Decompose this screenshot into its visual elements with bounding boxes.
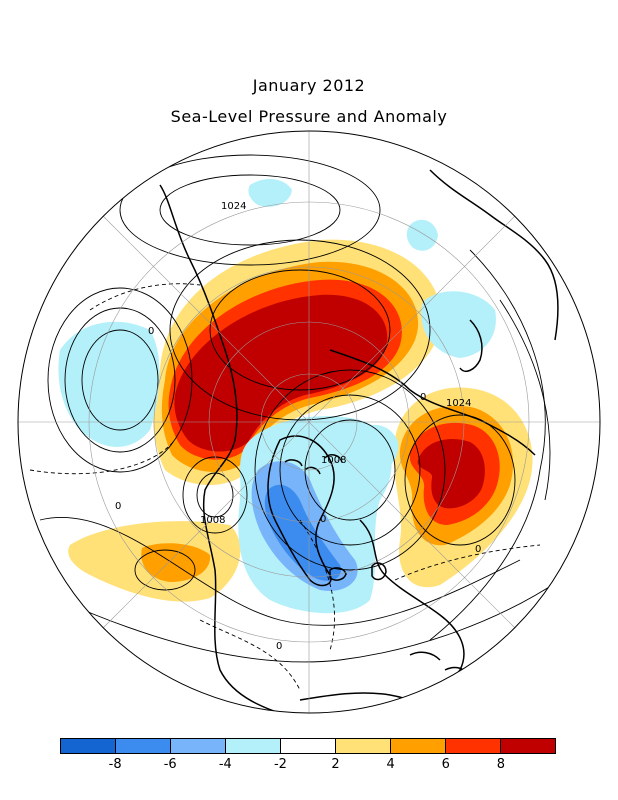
colorbar-segment — [116, 739, 171, 753]
coastline-eurasia-north — [329, 349, 536, 456]
latitude-circle — [260, 373, 358, 471]
isobar-contour — [254, 369, 446, 571]
colorbar-tick-label: 2 — [331, 757, 340, 772]
anomaly-shading — [58, 178, 533, 614]
coastline-japan — [459, 319, 483, 372]
contour-label: 0 — [475, 544, 481, 555]
contour-label: 1024 — [221, 201, 246, 212]
contour-label: 0 — [148, 326, 154, 337]
isobar-contour — [182, 456, 248, 534]
anomaly-colorbar — [60, 738, 556, 754]
zero-anomaly-contour — [299, 519, 335, 651]
isobar-contour — [429, 249, 546, 641]
contour-label: 1008 — [321, 455, 346, 466]
zero-anomaly-contour — [394, 544, 541, 581]
colorbar-tick-label: 8 — [496, 757, 506, 772]
colorbar-segment — [336, 739, 391, 753]
colorbar-segment — [281, 739, 336, 753]
colorbar-tick-label: -6 — [163, 757, 177, 772]
isobar-contour — [169, 239, 431, 421]
zero-anomaly-contour — [199, 619, 301, 691]
colorbar-segment — [61, 739, 116, 753]
colorbar-tick-label: 4 — [386, 757, 395, 772]
contour-label: 1008 — [200, 515, 225, 526]
colorbar-tick-label: 6 — [441, 757, 450, 772]
colorbar-segment — [226, 739, 281, 753]
latitude-circle — [208, 321, 410, 523]
coastline-north-america — [159, 184, 301, 713]
colorbar-segment — [501, 739, 555, 753]
colorbar-segment — [446, 739, 501, 753]
contour-label: 0 — [276, 641, 282, 652]
isobar-contour — [209, 269, 391, 391]
map-boundary — [17, 130, 601, 714]
coastline-arctic-islands — [284, 454, 343, 475]
contour-label: 0 — [420, 392, 426, 403]
isobar-contour — [119, 154, 381, 266]
latitude-circle — [153, 266, 465, 578]
isobar-contour — [279, 394, 421, 546]
meridian — [102, 215, 516, 629]
coastline-africa — [299, 692, 461, 713]
isobar-contour — [404, 414, 516, 546]
colorbar-segment — [391, 739, 446, 753]
isobar-contour — [499, 299, 551, 501]
colorbar-segment — [171, 739, 226, 753]
negative-anomaly-weak-north — [248, 178, 292, 207]
negative-anomaly-weak-arctic — [356, 424, 399, 471]
isobar-contour — [81, 329, 159, 431]
coastline-british-isles — [371, 562, 387, 581]
positive-anomaly-peak-siberia — [417, 439, 485, 509]
contour-label: 1024 — [446, 398, 471, 409]
zero-anomaly-dashed-contours — [29, 283, 541, 691]
zero-anomaly-contour — [89, 283, 201, 311]
coastlines — [159, 169, 559, 713]
contour-label: 0 — [320, 514, 326, 525]
isobar-contour — [159, 174, 341, 246]
negative-anomaly-strong-atlantic — [264, 484, 341, 581]
map-subtitle: Sea-Level Pressure and Anomaly — [170, 107, 448, 126]
colorbar-tick-label: -4 — [218, 757, 232, 772]
graticule — [18, 131, 600, 713]
coastline-iceland — [329, 567, 347, 581]
isobar-contour — [64, 307, 176, 453]
coastline-asia-east — [429, 169, 559, 341]
zero-anomaly-contour — [29, 439, 176, 475]
isobar-contour — [59, 579, 561, 663]
colorbar-tick-label: -8 — [108, 757, 122, 772]
coastline-mediterranean — [409, 651, 471, 677]
negative-anomaly-weak-northeast — [421, 291, 496, 358]
map-title: January 2012 — [252, 76, 366, 95]
colorbar-tick-label: -2 — [273, 757, 287, 772]
isobar-contour — [134, 549, 196, 591]
negative-anomaly-weak-north2 — [406, 219, 438, 251]
negative-anomaly-weak-west — [58, 321, 160, 447]
positive-anomaly-peak-pacific — [174, 294, 388, 452]
latitude-circle — [88, 201, 530, 643]
contour-label: 0 — [115, 501, 121, 512]
